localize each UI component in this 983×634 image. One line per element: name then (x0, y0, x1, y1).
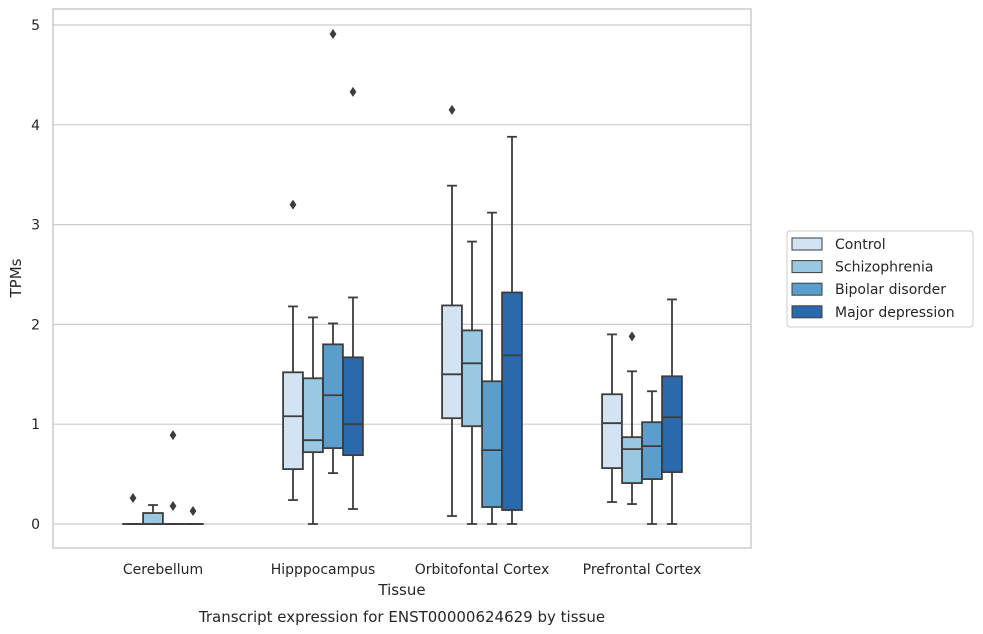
box-control-0 (122, 493, 144, 525)
outlier-point (628, 331, 636, 342)
box-major-depression-1 (342, 86, 364, 510)
y-tick-label: 1 (31, 417, 40, 433)
box-major-depression-2 (501, 135, 523, 525)
box-bipolar-disorder-0 (162, 430, 184, 525)
box-body (441, 304, 463, 420)
y-tick-label: 2 (31, 317, 40, 333)
legend-frame (786, 230, 974, 328)
box-major-depression-3 (661, 298, 683, 525)
box-body (661, 375, 683, 474)
legend-swatch (791, 237, 823, 251)
box-body (342, 356, 364, 457)
box-body (501, 291, 523, 511)
x-tick-label: Orbitofontal Cortex (415, 562, 550, 578)
box-body (601, 393, 623, 470)
box-schizophrenia-1 (302, 316, 324, 525)
box-series (122, 28, 683, 525)
y-tick-label: 5 (31, 18, 40, 34)
legend-swatch (791, 305, 823, 319)
outlier-point (169, 430, 177, 441)
outlier-point (329, 28, 337, 39)
box-control-2 (441, 104, 463, 517)
outlier-point (349, 86, 357, 97)
plot-frame (52, 8, 752, 549)
box-body (621, 436, 643, 484)
outlier-point (448, 104, 456, 115)
legend-label: Major depression (835, 305, 955, 321)
legend-swatch (791, 260, 823, 274)
box-body (282, 371, 304, 471)
box-schizophrenia-2 (461, 240, 483, 525)
legend-swatch (791, 282, 823, 296)
x-axis-label: Tissue (377, 581, 425, 599)
x-tick-label: Prefrontal Cortex (583, 562, 702, 578)
grid-lines (53, 24, 751, 525)
outlier-point (189, 506, 197, 517)
box-major-depression-0 (182, 506, 204, 525)
x-tick-label: Cerebellum (123, 562, 203, 578)
box-schizophrenia-0 (142, 504, 164, 525)
legend-label: Bipolar disorder (835, 282, 946, 298)
outlier-point (169, 501, 177, 512)
box-control-3 (601, 333, 623, 503)
box-body (461, 329, 483, 428)
chart-caption: Transcript expression for ENST0000062462… (198, 608, 605, 626)
legend-label: Control (835, 237, 886, 253)
box-control-1 (282, 199, 304, 501)
x-tick-label: Hipppocampus (271, 562, 376, 578)
y-axis-label: TPMs (7, 258, 25, 298)
box-bipolar-disorder-3 (641, 390, 663, 525)
outlier-point (289, 199, 297, 210)
legend-label: Schizophrenia (835, 260, 933, 276)
outlier-point (129, 493, 137, 504)
x-tick-labels: Cerebellum Hipppocampus Orbitofontal Corte… (123, 562, 701, 578)
y-tick-label: 0 (31, 517, 40, 533)
box-body (641, 421, 663, 480)
legend: Control Schizophrenia Bipolar disorder Majo… (786, 230, 974, 328)
box-body (142, 512, 164, 525)
box-body (322, 343, 344, 450)
y-tick-labels: 0 1 2 3 4 5 (31, 18, 40, 533)
y-tick-label: 4 (31, 118, 40, 134)
box-bipolar-disorder-2 (481, 211, 503, 525)
box-schizophrenia-3 (621, 331, 643, 505)
box-body (481, 380, 503, 508)
y-tick-label: 3 (31, 218, 40, 234)
box-bipolar-disorder-1 (322, 28, 344, 475)
